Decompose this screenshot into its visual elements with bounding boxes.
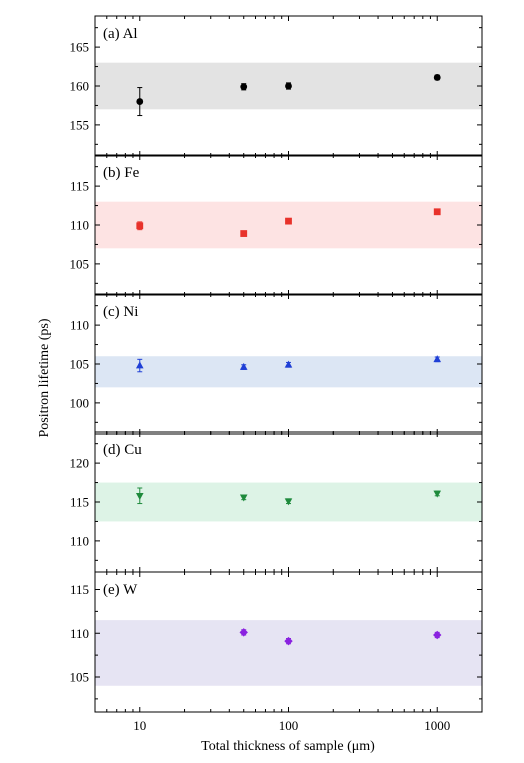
data-point bbox=[240, 230, 248, 237]
band-region bbox=[95, 201, 482, 249]
data-point bbox=[135, 492, 144, 500]
x-axis-title: Total thickness of sample (μm) bbox=[201, 739, 375, 754]
panel-4: 110 115 120 (d) Cu bbox=[70, 431, 483, 573]
x-tick-label: 10 bbox=[133, 718, 146, 733]
data-point bbox=[433, 355, 442, 363]
y-tick-label: 110 bbox=[70, 318, 89, 333]
panel-3: 100 105 110 (c) Ni bbox=[70, 293, 483, 435]
y-tick-label: 115 bbox=[70, 495, 89, 510]
data-point bbox=[433, 630, 442, 640]
data-point bbox=[136, 98, 144, 105]
y-tick-label: 165 bbox=[70, 40, 90, 55]
data-point bbox=[433, 490, 442, 498]
y-tick-label: 110 bbox=[70, 218, 89, 233]
y-tick-label: 105 bbox=[70, 357, 90, 372]
data-point bbox=[240, 83, 248, 91]
y-tick-label: 105 bbox=[70, 670, 90, 685]
data-point bbox=[239, 362, 248, 370]
x-tick-label: 100 bbox=[279, 718, 299, 733]
y-tick-label: 100 bbox=[70, 395, 90, 410]
panel-label: (c) Ni bbox=[103, 304, 138, 320]
panel-label: (b) Fe bbox=[103, 165, 140, 181]
panel-label: (e) W bbox=[103, 582, 138, 598]
data-point bbox=[284, 498, 293, 506]
y-tick-label: 120 bbox=[70, 456, 90, 471]
data-point bbox=[239, 494, 248, 502]
y-tick-label: 110 bbox=[70, 626, 89, 641]
data-point bbox=[136, 222, 144, 230]
panel-label: (a) Al bbox=[103, 26, 138, 42]
y-tick-label: 115 bbox=[70, 179, 89, 194]
band-region bbox=[95, 620, 482, 686]
data-point bbox=[284, 360, 293, 368]
data-point bbox=[285, 82, 292, 90]
data-point bbox=[135, 361, 144, 369]
panel-1: 155 160 165 (a) Al bbox=[70, 15, 483, 157]
panel-5: 105 110 115 (e) W 10 100 1000 bbox=[70, 571, 483, 733]
data-point bbox=[433, 74, 441, 81]
y-tick-label: 115 bbox=[70, 582, 89, 597]
y-tick-label: 155 bbox=[70, 117, 90, 132]
y-axis-title: Positron lifetime (ps) bbox=[37, 318, 52, 437]
data-point bbox=[285, 217, 292, 225]
panel-2: 105 110 115 (b) Fe bbox=[70, 154, 483, 296]
panel-label: (d) Cu bbox=[103, 442, 142, 458]
panels: 155 160 165 (a) Al 105 110 115 (b) Fe 100 105 110 (… bbox=[70, 15, 483, 733]
data-point bbox=[284, 636, 293, 646]
y-tick-label: 105 bbox=[70, 256, 90, 271]
y-tick-label: 160 bbox=[70, 79, 90, 94]
data-point bbox=[433, 208, 441, 216]
data-point bbox=[239, 628, 248, 637]
y-tick-label: 110 bbox=[70, 533, 89, 548]
x-tick-label: 1000 bbox=[424, 718, 450, 733]
